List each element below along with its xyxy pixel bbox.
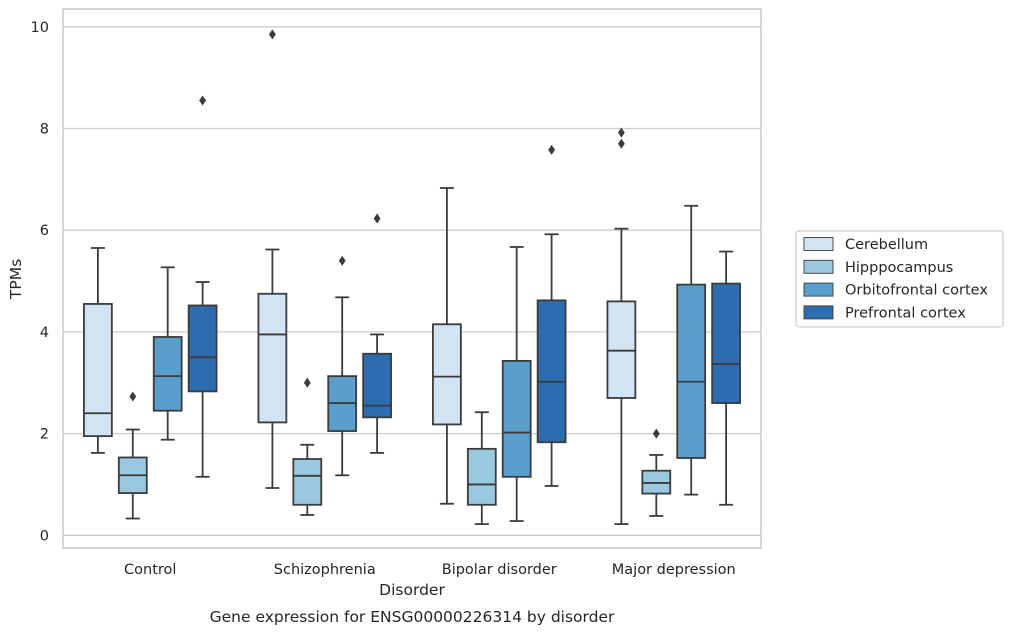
- box-group: [676, 204, 707, 496]
- y-axis-label: TPMs: [7, 259, 25, 300]
- box: [292, 458, 323, 506]
- box: [501, 359, 532, 478]
- box: [676, 283, 707, 459]
- legend-label: Cerebellum: [845, 237, 928, 253]
- legend-frame: [795, 230, 1004, 328]
- y-tick-labels: 0 2 4 6 8 10: [31, 20, 49, 544]
- box-group: [536, 144, 567, 487]
- legend-swatch: [803, 282, 834, 297]
- legend-label: Hipppocampus: [845, 260, 953, 276]
- y-tick-label: 4: [40, 325, 49, 341]
- legend-swatch: [803, 305, 834, 320]
- box-group: [83, 247, 113, 454]
- y-tick-label: 10: [31, 20, 49, 36]
- outlier-point: [618, 127, 625, 138]
- y-tick-label: 2: [40, 427, 49, 443]
- box: [432, 323, 462, 426]
- x-tick-label: Bipolar disorder: [442, 562, 557, 578]
- box-group: [117, 391, 148, 520]
- y-tick-label: 0: [40, 528, 49, 544]
- outlier-point: [269, 29, 276, 40]
- outlier-point: [129, 391, 137, 402]
- x-tick-labels: Control Schizophrenia Bipolar disorder Majo…: [124, 562, 736, 578]
- legend: Cerebellum Hipppocampus Orbitofrontal cort…: [795, 230, 1004, 328]
- plot-area-frame: [62, 8, 762, 549]
- box-group: [327, 255, 358, 477]
- box-group: [641, 428, 672, 517]
- x-axis-label: Disorder: [379, 581, 445, 599]
- outlier-point: [548, 144, 555, 155]
- outlier-point: [618, 138, 625, 149]
- box: [187, 304, 218, 393]
- box-group: [606, 127, 637, 526]
- box: [606, 300, 637, 399]
- box-group: [501, 246, 532, 522]
- outlier-point: [199, 95, 206, 106]
- x-tick-label: Control: [124, 562, 176, 578]
- grid-lines: [63, 26, 761, 536]
- box-group: [466, 411, 497, 526]
- outlier-point: [338, 255, 346, 266]
- box-group: [187, 95, 218, 478]
- legend-swatch: [803, 237, 834, 251]
- box: [362, 352, 392, 419]
- outlier-point: [652, 428, 660, 439]
- box: [711, 282, 741, 404]
- chart-caption: Gene expression for ENSG00000226314 by d…: [210, 608, 615, 626]
- box-group: [257, 29, 288, 489]
- legend-swatch: [803, 259, 834, 274]
- outlier-point: [303, 377, 311, 388]
- box-group: [711, 250, 741, 506]
- boxes-layer: [83, 29, 741, 526]
- y-tick-label: 8: [40, 121, 49, 137]
- box-group: [362, 213, 392, 454]
- box: [257, 292, 288, 424]
- box: [83, 303, 113, 438]
- box: [536, 299, 567, 444]
- x-tick-label: Schizophrenia: [274, 562, 376, 578]
- box-group: [152, 266, 183, 441]
- x-tick-label: Major depression: [612, 562, 736, 578]
- legend-label: Prefrontal cortex: [845, 305, 966, 321]
- box-group: [432, 187, 462, 505]
- legend-label: Orbitofrontal cortex: [845, 283, 988, 299]
- y-tick-label: 6: [40, 223, 49, 239]
- outlier-point: [373, 213, 381, 224]
- box-group: [292, 377, 323, 516]
- box: [466, 447, 497, 506]
- box: [152, 336, 183, 412]
